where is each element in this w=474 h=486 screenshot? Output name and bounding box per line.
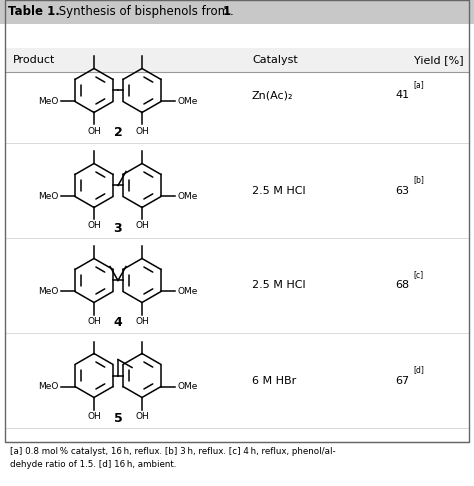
Text: OMe: OMe: [177, 287, 198, 296]
Text: MeO: MeO: [38, 192, 59, 201]
Text: OH: OH: [135, 126, 149, 136]
Text: 2: 2: [114, 126, 122, 139]
Text: Product: Product: [13, 55, 55, 65]
Bar: [5, 442, 469, 486]
Text: MeO: MeO: [38, 382, 59, 391]
Text: 68: 68: [395, 280, 409, 291]
Text: [a]: [a]: [413, 81, 424, 89]
Text: 67: 67: [395, 376, 409, 385]
Text: OH: OH: [87, 412, 101, 420]
Text: 3: 3: [114, 222, 122, 235]
Text: OH: OH: [135, 412, 149, 420]
Text: Yield [%]: Yield [%]: [414, 55, 464, 65]
Bar: [5, 48, 469, 442]
Text: 2.5 M HCl: 2.5 M HCl: [252, 280, 306, 291]
Text: Zn(Ac)₂: Zn(Ac)₂: [252, 90, 293, 101]
Text: OMe: OMe: [177, 97, 198, 106]
Text: OH: OH: [135, 316, 149, 326]
Text: OMe: OMe: [177, 382, 198, 391]
Text: OH: OH: [87, 316, 101, 326]
Text: Catalyst: Catalyst: [252, 55, 298, 65]
Text: 41: 41: [395, 90, 409, 101]
Text: [d]: [d]: [413, 365, 424, 375]
Bar: [5, 48, 469, 72]
Text: Synthesis of bisphenols from: Synthesis of bisphenols from: [55, 5, 233, 18]
Text: 1: 1: [223, 5, 231, 18]
Text: Table 1.: Table 1.: [8, 5, 60, 18]
Text: 5: 5: [114, 412, 122, 424]
Text: [b]: [b]: [413, 175, 424, 185]
Text: OMe: OMe: [177, 192, 198, 201]
Text: 63: 63: [395, 186, 409, 195]
Text: [c]: [c]: [413, 271, 423, 279]
Text: 6 M HBr: 6 M HBr: [252, 376, 296, 385]
Text: MeO: MeO: [38, 287, 59, 296]
Text: OH: OH: [135, 222, 149, 230]
Text: dehyde ratio of 1.5. [d] 16 h, ambient.: dehyde ratio of 1.5. [d] 16 h, ambient.: [10, 460, 176, 469]
Text: 2.5 M HCl: 2.5 M HCl: [252, 186, 306, 195]
Text: MeO: MeO: [38, 97, 59, 106]
Text: OH: OH: [87, 126, 101, 136]
Bar: [0, 0, 474, 24]
Text: [a] 0.8 mol % catalyst, 16 h, reflux. [b] 3 h, reflux. [c] 4 h, reflux, phenol/a: [a] 0.8 mol % catalyst, 16 h, reflux. [b…: [10, 447, 336, 456]
Text: OH: OH: [87, 222, 101, 230]
Text: .: .: [230, 5, 234, 18]
Text: 4: 4: [114, 316, 122, 330]
